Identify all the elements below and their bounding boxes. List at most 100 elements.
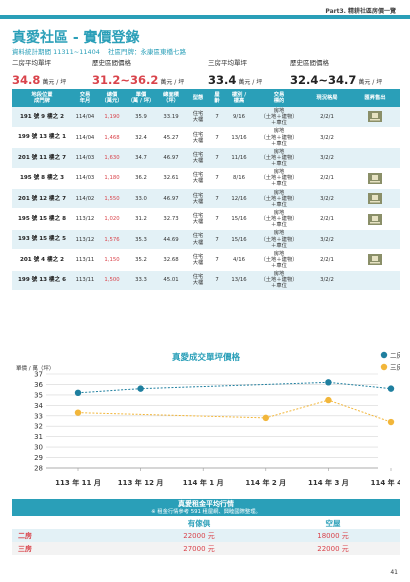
stat-two-room-range: 歷史區間價格 31.2~36.2 萬元 / 坪 [92,57,184,88]
age-cell: 7 [210,229,224,251]
table-header-cell: 總面積 （坪） [156,89,186,107]
rent-empty: 18000 元 [266,529,400,542]
rent-row: 二房 22000 元 18000 元 [12,529,400,542]
total-price-cell: 1,500 [98,270,126,292]
y-tick-label: 31 [34,433,43,441]
table-row: 199 號 13 樓之 6 113/11 1,500 33.3 45.01 住宅 大樓 7 13… [12,270,400,292]
target-cell-line: ＋車位 [271,283,287,290]
unit-price-cell: 33.3 [126,270,156,292]
stat-label: 二房平均單坪 [12,59,51,67]
rent-note: ※ 租金行情參考 591 租屋網、興睦國際整理。 [151,509,261,515]
target-cell-line: 房地 [273,250,285,257]
rent-row: 三房 27000 元 22000 元 [12,542,400,555]
unit-price-cell: 34.7 [126,147,156,169]
type-cell: 住宅 大樓 [186,208,210,230]
floor-cell: 13/16 [224,127,254,149]
age-cell: 7 [210,188,224,210]
chart-title: 真愛成交單坪價格 [172,352,241,363]
unit-price-cell: 35.9 [126,107,156,128]
target-cell: 房地 （土地＋建物） ＋車位 [254,208,304,230]
rent-furnished: 27000 元 [132,542,266,555]
stat-two-room-avg: 二房平均單坪 34.8 萬元 / 坪 [12,57,66,88]
table-header-cell: 型態 [186,89,210,107]
type-cell-line: 大樓 [192,280,204,287]
header-line: 型態 [192,94,204,101]
floor-cell: 9/16 [224,107,254,128]
rent-type: 三房 [12,542,132,555]
sold-badge-icon [368,111,382,123]
type-cell-line: 住宅 [192,274,204,281]
header-line: 地段位置 [31,91,53,98]
unit-price-cell: 35.3 [126,229,156,251]
stat-three-room-range: 歷史區間價格 32.4~34.7 萬元 / 坪 [290,57,382,88]
type-cell-line: 住宅 [192,131,204,138]
total-price-cell: 1,150 [98,249,126,271]
stat-unit: 萬元 / 坪 [160,79,185,86]
target-cell-line: 房地 [273,148,285,155]
age-cell: 7 [210,168,224,190]
target-cell-line: ＋車位 [271,119,287,126]
page-title: 真愛社區 - 實價登錄 [12,30,140,46]
legend-marker [380,351,388,359]
header-line: 匯昇售出 [364,94,386,101]
target-cell-line: 房地 [273,107,285,114]
target-cell-line: （土地＋建物） [260,216,298,223]
rent-table: 有傢俱 空屋 二房 22000 元 18000 元 三房 27000 元 220… [12,517,400,555]
table-row: 195 號 8 樓之 3 114/03 1,180 36.2 32.61 住宅 大樓 7 8/1… [12,168,400,190]
type-cell-line: 大樓 [192,116,204,123]
header-line: 樓別 / [231,91,247,98]
target-cell-line: ＋車位 [271,161,287,168]
area-cell: 32.73 [156,208,186,230]
unit-price-cell: 32.4 [126,127,156,149]
subtitle: 資料統計期間 11311~11404 社區門牌：永康區東橋七路 [12,46,192,56]
y-tick-label: 37 [34,371,43,379]
area-cell: 46.97 [156,147,186,169]
age-cell: 7 [210,249,224,271]
type-cell-line: 大樓 [192,178,204,185]
address-cell: 201 號 12 樓之 7 [12,188,72,210]
rent-col-blank [12,517,132,529]
stat-label: 歷史區間價格 [92,59,131,67]
address-cell: 199 號 13 樓之 1 [12,127,72,149]
date-cell: 113/11 [72,249,98,271]
stats-bar: 二房平均單坪 34.8 萬元 / 坪 歷史區間價格 31.2~36.2 萬元 / 坪… [12,57,402,88]
target-cell-line: （土地＋建物） [260,195,298,202]
date-cell: 114/04 [72,127,98,149]
sold-cell [350,188,400,210]
target-cell: 房地 （土地＋建物） ＋車位 [254,127,304,149]
layout-cell: 3/2/2 [304,270,350,292]
floor-cell: 15/16 [224,229,254,251]
header-line: 屋 [214,91,220,98]
target-cell-line: （土地＋建物） [260,256,298,263]
target-cell: 房地 （土地＋建物） ＋車位 [254,107,304,128]
type-cell-line: 住宅 [192,172,204,179]
data-point [325,379,332,386]
part-bar [0,15,410,19]
stat-value: 33.4 [208,73,237,87]
area-cell: 44.69 [156,229,186,251]
table-header-cell: 單價 （萬 / 坪） [126,89,156,107]
stat-three-room-avg: 三房平均單坪 33.4 萬元 / 坪 [208,57,262,88]
sold-badge-icon [368,193,382,205]
x-tick-label: 113 年 11 月 [55,478,101,487]
address-cell: 201 號 4 樓之 2 [12,249,72,271]
y-tick-label: 29 [34,454,43,462]
date-cell: 114/04 [72,107,98,128]
total-price-cell: 1,180 [98,168,126,190]
y-tick-label: 33 [34,412,43,420]
header-line: 現況格局 [316,94,338,101]
type-cell-line: 住宅 [192,192,204,199]
header-line: 交易 [273,91,285,98]
table-header-cell: 屋齡 [210,89,224,107]
header-line: 成門牌 [34,98,50,104]
type-cell-line: 大樓 [192,198,204,205]
unit-price-cell: 35.2 [126,249,156,271]
target-cell: 房地 （土地＋建物） ＋車位 [254,249,304,271]
date-cell: 113/12 [72,229,98,251]
rent-col-furnished: 有傢俱 [132,517,266,529]
part-label: Part3. 精耕社區房價一覽 [325,8,396,15]
sold-cell [350,249,400,271]
data-point [387,418,395,426]
address-cell: 193 號 15 樓之 5 [12,229,72,251]
